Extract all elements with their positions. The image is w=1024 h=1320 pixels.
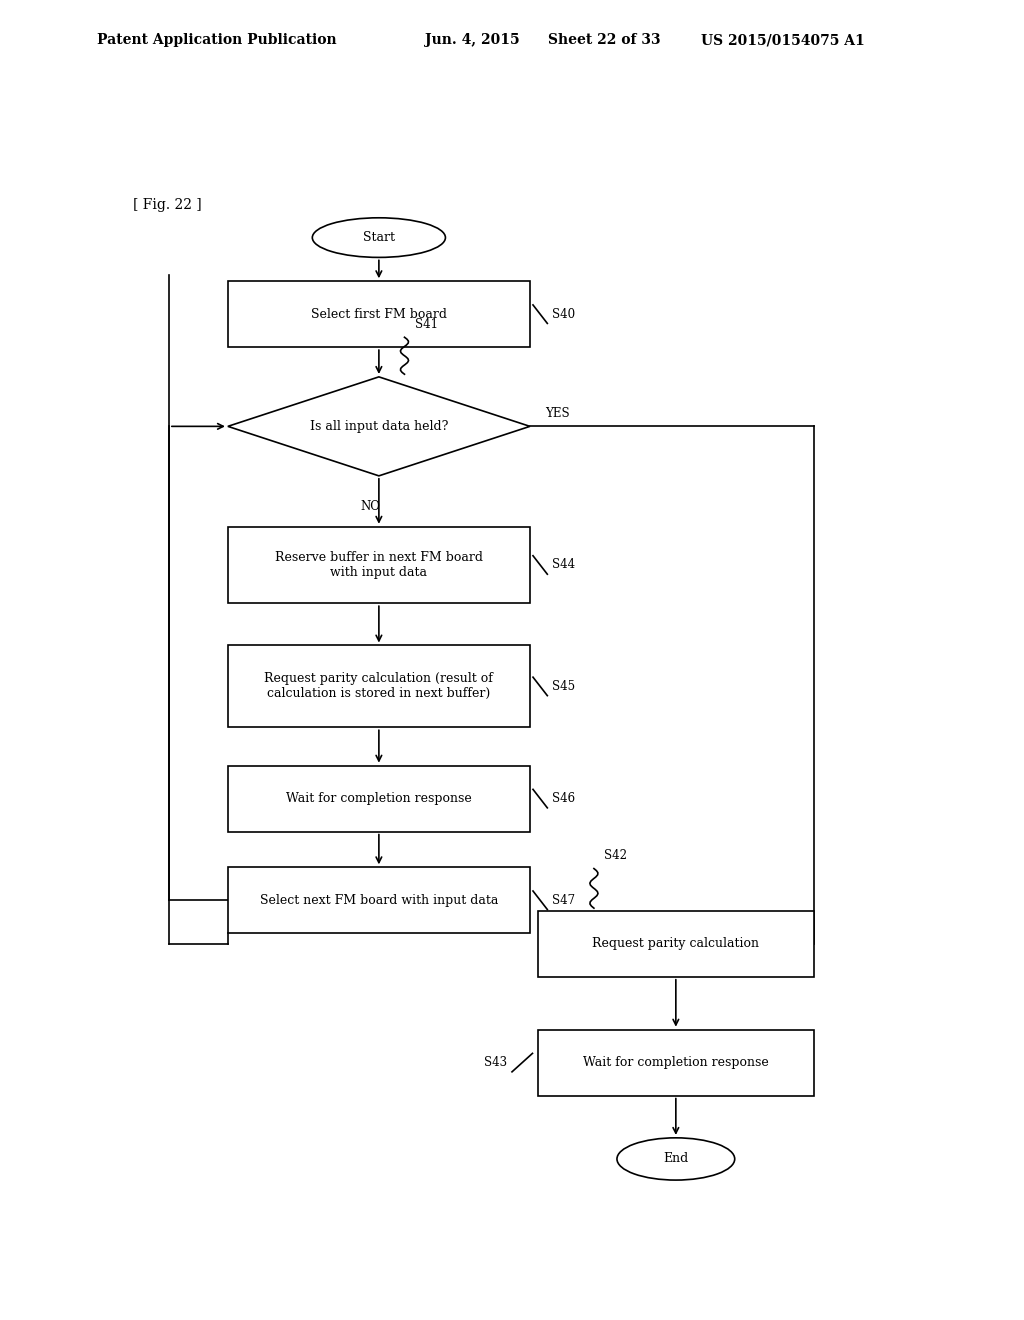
FancyBboxPatch shape bbox=[227, 867, 530, 933]
Text: S43: S43 bbox=[483, 1056, 507, 1069]
Text: S44: S44 bbox=[553, 558, 575, 572]
Text: Reserve buffer in next FM board
with input data: Reserve buffer in next FM board with inp… bbox=[274, 550, 483, 579]
Text: S40: S40 bbox=[553, 308, 575, 321]
FancyBboxPatch shape bbox=[227, 527, 530, 603]
Ellipse shape bbox=[616, 1138, 735, 1180]
Text: [ Fig. 22 ]: [ Fig. 22 ] bbox=[133, 198, 202, 211]
Text: YES: YES bbox=[545, 407, 570, 420]
Ellipse shape bbox=[312, 218, 445, 257]
Text: Request parity calculation: Request parity calculation bbox=[592, 937, 760, 950]
Text: Sheet 22 of 33: Sheet 22 of 33 bbox=[548, 33, 660, 48]
FancyBboxPatch shape bbox=[538, 911, 814, 977]
Text: S45: S45 bbox=[553, 680, 575, 693]
Text: Wait for completion response: Wait for completion response bbox=[286, 792, 472, 805]
FancyBboxPatch shape bbox=[227, 281, 530, 347]
Text: Patent Application Publication: Patent Application Publication bbox=[97, 33, 337, 48]
FancyBboxPatch shape bbox=[227, 766, 530, 832]
Text: Is all input data held?: Is all input data held? bbox=[309, 420, 449, 433]
Text: End: End bbox=[664, 1152, 688, 1166]
Text: S47: S47 bbox=[553, 894, 575, 907]
Text: Jun. 4, 2015: Jun. 4, 2015 bbox=[425, 33, 519, 48]
Text: Start: Start bbox=[362, 231, 395, 244]
Text: Select first FM board: Select first FM board bbox=[311, 308, 446, 321]
Text: S41: S41 bbox=[415, 318, 437, 330]
Polygon shape bbox=[227, 378, 530, 475]
FancyBboxPatch shape bbox=[538, 1030, 814, 1096]
Text: S42: S42 bbox=[604, 849, 627, 862]
Text: Wait for completion response: Wait for completion response bbox=[583, 1056, 769, 1069]
Text: NO: NO bbox=[360, 499, 381, 512]
Text: Request parity calculation (result of
calculation is stored in next buffer): Request parity calculation (result of ca… bbox=[264, 672, 494, 701]
FancyBboxPatch shape bbox=[227, 645, 530, 727]
Text: Select next FM board with input data: Select next FM board with input data bbox=[260, 894, 498, 907]
Text: S46: S46 bbox=[553, 792, 575, 805]
Text: US 2015/0154075 A1: US 2015/0154075 A1 bbox=[701, 33, 865, 48]
